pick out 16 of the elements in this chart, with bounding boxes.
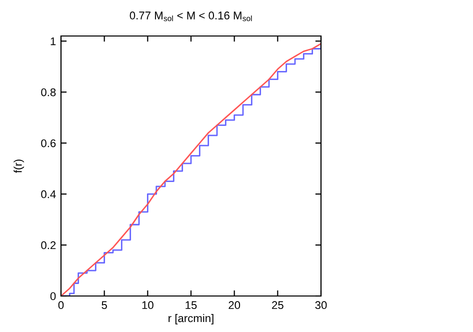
y-tick-label: 0.4 xyxy=(41,190,56,198)
x-tick-label: 20 xyxy=(228,301,240,310)
chart-title: 0.77 M$_{sol}$ < M < 0.16 M$_{sol}$ xyxy=(130,12,252,22)
y-axis-title: f(r) xyxy=(14,160,24,173)
x-tick-label: 30 xyxy=(315,301,327,310)
x-tick-label: 25 xyxy=(272,301,284,310)
y-tick-label: 0.6 xyxy=(41,139,56,148)
y-tick-label: 0.8 xyxy=(41,88,56,96)
y-tick-label: 0 xyxy=(50,292,56,300)
y-tick-label: 1 xyxy=(50,37,56,46)
x-tick-label: 15 xyxy=(186,301,197,310)
x-axis-title: r [arcmin] xyxy=(168,314,214,324)
x-tick-label: 10 xyxy=(142,301,154,310)
x-tick-label: 5 xyxy=(102,301,107,310)
x-tick-label: 0 xyxy=(58,301,64,310)
y-tick-label: 0.2 xyxy=(41,241,56,250)
